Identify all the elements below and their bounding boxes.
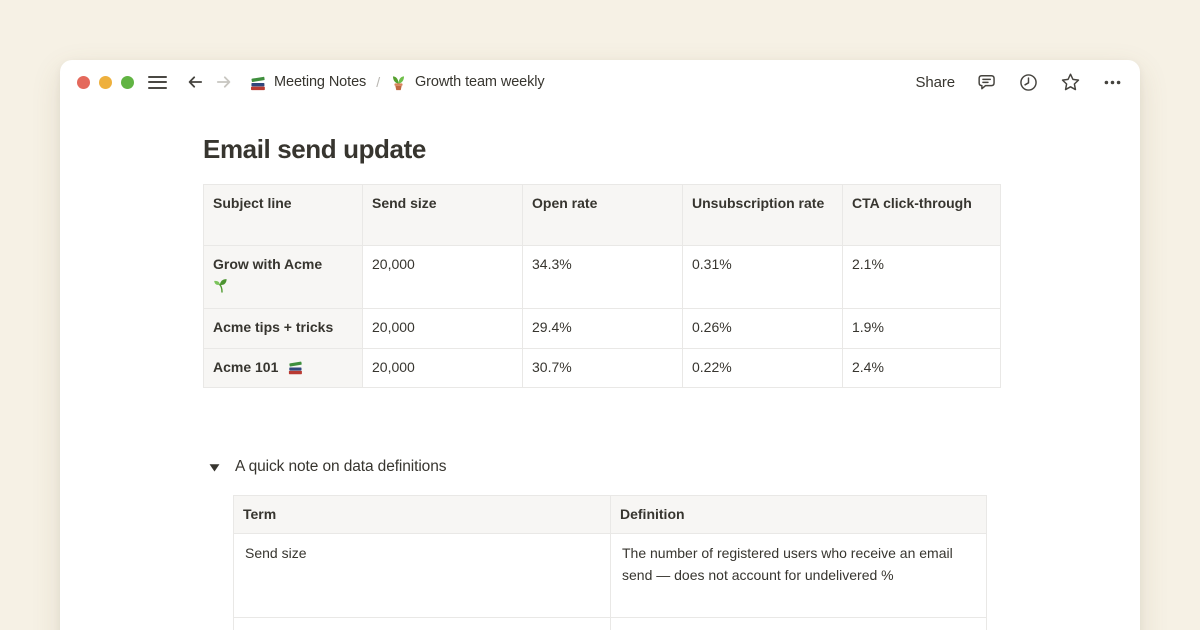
send-size-cell[interactable]: 20,000: [362, 308, 523, 349]
subject-cell[interactable]: Acme tips + tricks: [203, 308, 363, 349]
more-options-button[interactable]: [1102, 72, 1123, 93]
cta-click-through-cell[interactable]: 2.1%: [842, 245, 1001, 309]
toggle-button[interactable]: [202, 455, 226, 479]
email-metrics-table: Subject line Send size Open rate Unsubsc…: [203, 184, 1001, 388]
potted-plant-emoji-icon: [390, 74, 407, 91]
table-row: Acme 101 20,000 30.7% 0.22% 2.4%: [203, 348, 1001, 388]
topbar: Meeting Notes / Growth team weekly Share: [60, 60, 1140, 104]
traffic-light-minimize-button[interactable]: [99, 75, 112, 89]
send-size-cell[interactable]: 20,000: [362, 348, 523, 388]
back-arrow-icon: [188, 76, 203, 88]
updates-button[interactable]: [1018, 72, 1039, 93]
header-definition[interactable]: Definition: [610, 495, 987, 534]
header-open-rate[interactable]: Open rate: [522, 184, 683, 246]
open-rate-cell[interactable]: 34.3%: [522, 245, 683, 309]
cta-click-through-cell[interactable]: 1.9%: [842, 308, 1001, 349]
subject-text: Grow with Acme: [213, 256, 323, 272]
breadcrumb: Meeting Notes / Growth team weekly: [249, 74, 545, 91]
seedling-emoji-icon: [213, 277, 229, 293]
traffic-light-zoom-button[interactable]: [121, 75, 134, 89]
toggle-triangle-icon: [209, 463, 219, 471]
breadcrumb-separator: /: [376, 74, 380, 90]
table-header-row: Subject line Send size Open rate Unsubsc…: [203, 184, 1001, 246]
favorite-button[interactable]: [1060, 72, 1081, 93]
unsubscription-rate-cell[interactable]: 0.26%: [682, 308, 843, 349]
definitions-table: Term Definition Send size The number of …: [233, 495, 987, 630]
ellipsis-icon: [1104, 80, 1121, 84]
definition-cell[interactable]: Percentage of users who open the email: [610, 617, 987, 630]
breadcrumb-label: Meeting Notes: [274, 74, 367, 90]
term-cell[interactable]: Open rate: [233, 617, 611, 630]
books-emoji-icon: [287, 359, 303, 375]
subject-cell[interactable]: Acme 101: [203, 348, 363, 388]
table-row: Grow with Acme 20,000 34.3% 0.31% 2.1%: [203, 245, 1001, 309]
term-cell[interactable]: Send size: [233, 533, 611, 618]
traffic-lights: [77, 75, 134, 89]
subject-cell[interactable]: Grow with Acme: [203, 245, 363, 309]
toggle-label: A quick note on data definitions: [235, 458, 447, 475]
back-button[interactable]: [185, 72, 205, 92]
traffic-light-close-button[interactable]: [77, 75, 90, 89]
books-emoji-icon: [249, 74, 266, 91]
table-row: Acme tips + tricks 20,000 29.4% 0.26% 1.…: [203, 308, 1001, 349]
header-cta-click-through[interactable]: CTA click-through: [842, 184, 1001, 246]
clock-icon: [1020, 73, 1037, 91]
forward-arrow-icon: [216, 76, 231, 88]
page-content: Email send update Subject line Send size…: [60, 104, 1140, 630]
header-term[interactable]: Term: [233, 495, 611, 534]
header-unsubscription-rate[interactable]: Unsubscription rate: [682, 184, 843, 246]
open-rate-cell[interactable]: 29.4%: [522, 308, 683, 349]
table-row: Open rate Percentage of users who open t…: [233, 617, 987, 630]
table-row: Send size The number of registered users…: [233, 533, 987, 618]
comments-button[interactable]: [976, 72, 997, 93]
cta-click-through-cell[interactable]: 2.4%: [842, 348, 1001, 388]
share-button[interactable]: Share: [915, 73, 955, 91]
comment-bubble-icon: [978, 74, 995, 89]
open-rate-cell[interactable]: 30.7%: [522, 348, 683, 388]
topbar-actions: Share: [915, 72, 1123, 93]
forward-button[interactable]: [214, 72, 234, 92]
breadcrumb-item-meeting-notes[interactable]: Meeting Notes: [249, 74, 366, 91]
page-title[interactable]: Email send update: [203, 134, 426, 164]
send-size-cell[interactable]: 20,000: [362, 245, 523, 309]
header-subject-line[interactable]: Subject line: [203, 184, 363, 246]
toggle-block[interactable]: A quick note on data definitions: [203, 455, 1140, 479]
hamburger-icon: [148, 75, 167, 78]
definition-cell[interactable]: The number of registered users who recei…: [610, 533, 987, 618]
table-header-row: Term Definition: [233, 495, 987, 534]
unsubscription-rate-cell[interactable]: 0.31%: [682, 245, 843, 309]
subject-text: Acme 101: [213, 359, 279, 375]
unsubscription-rate-cell[interactable]: 0.22%: [682, 348, 843, 388]
app-window: Meeting Notes / Growth team weekly Share: [60, 60, 1140, 630]
header-send-size[interactable]: Send size: [362, 184, 523, 246]
breadcrumb-label: Growth team weekly: [415, 74, 545, 90]
breadcrumb-item-growth-team-weekly[interactable]: Growth team weekly: [390, 74, 545, 91]
sidebar-toggle-button[interactable]: [148, 75, 167, 89]
star-icon: [1061, 73, 1080, 91]
